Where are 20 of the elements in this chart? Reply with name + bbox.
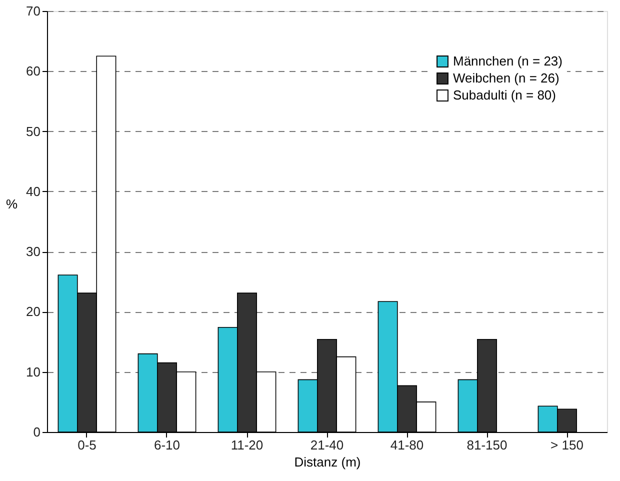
x-tick-label: 41-80	[390, 438, 424, 452]
y-tick-label: 50	[26, 124, 40, 139]
legend-label: Männchen (n = 23)	[453, 54, 562, 68]
y-tick-label: 60	[26, 64, 40, 79]
legend-label: Weibchen (n = 26)	[453, 70, 560, 86]
x-tick-label: 0-5	[78, 438, 96, 452]
x-tick-label: 11-20	[230, 438, 264, 452]
y-axis-title: %	[6, 196, 18, 212]
x-axis-title: Distanz (m)	[294, 454, 361, 470]
x-tick-label: 21-40	[310, 438, 344, 452]
y-tick-label: 0	[33, 424, 40, 440]
x-tick-label: 81-150	[466, 438, 508, 452]
y-tick-label: 10	[26, 364, 40, 380]
y-tick-label: 40	[26, 184, 40, 199]
y-tick-label: 70	[26, 4, 40, 18]
legend-label: Subadulti (n = 80)	[453, 88, 556, 102]
x-tick-label: > 150	[550, 438, 584, 452]
y-tick-label: 20	[26, 304, 40, 320]
y-tick-label: 30	[26, 244, 40, 260]
x-tick-label: 6-10	[154, 438, 180, 452]
